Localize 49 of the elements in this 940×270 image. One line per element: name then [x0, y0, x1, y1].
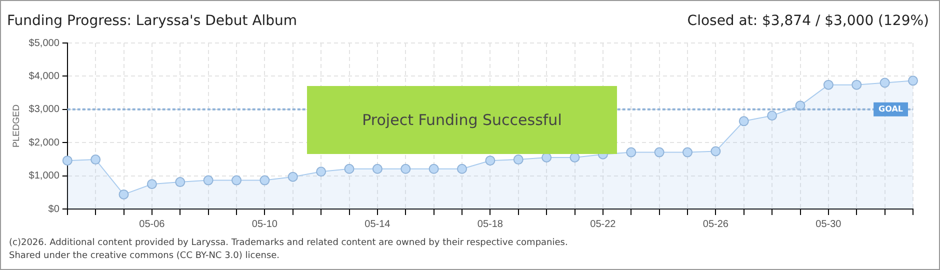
y-tick-label: $0 [48, 204, 60, 215]
x-tick-label: 05-30 [816, 218, 842, 230]
point [626, 147, 636, 158]
chart-subtitle: Closed at: $3,874 / $3,000 (129%) [687, 13, 929, 29]
text: Shared under the creative commons (CC BY-NC 3.0) license. [9, 250, 281, 263]
point [146, 179, 157, 190]
chart-title: Funding Progress: Laryssa's Debut Album [7, 13, 298, 29]
point [767, 110, 778, 121]
point [428, 164, 439, 174]
y-tick-label: $1,000 [28, 170, 60, 182]
point [795, 100, 806, 111]
point [682, 147, 693, 158]
y-tick-label: $4,000 [28, 70, 60, 82]
point [260, 175, 270, 186]
point [880, 78, 890, 88]
point [372, 164, 382, 174]
point [62, 156, 72, 166]
point [344, 164, 354, 174]
point [232, 175, 242, 186]
point [485, 156, 496, 166]
x-tick-label: 05-26 [702, 218, 729, 230]
point [852, 80, 862, 90]
point [908, 76, 918, 86]
y-axis-title: PLEDGED [10, 104, 21, 148]
point [203, 175, 214, 186]
y-tick-label: $2,000 [28, 137, 60, 148]
point [90, 154, 101, 165]
banner: Project Funding Successful [306, 86, 618, 154]
point [710, 146, 721, 156]
point [175, 177, 186, 188]
point [457, 164, 468, 174]
point [316, 166, 326, 177]
point [654, 147, 664, 158]
ref-line-label: GOAL [878, 104, 904, 114]
x-tick-label: 05-22 [590, 218, 616, 230]
x-tick-label: 05-14 [364, 218, 391, 230]
point [288, 172, 298, 182]
point [738, 116, 749, 126]
x-tick-label: 05-06 [139, 218, 166, 230]
point [513, 154, 524, 165]
y-tick-label: $3,000 [28, 104, 60, 116]
x-tick-label: 05-10 [252, 218, 278, 230]
point [823, 80, 834, 90]
point [400, 164, 411, 174]
point [118, 189, 129, 200]
y-tick-label: $5,000 [28, 38, 60, 49]
text: (c)2026. Additional content provided by Laryssa. Trademarks and related content are owned by their respective companies. [9, 237, 568, 250]
x-tick-label: 05-18 [477, 218, 504, 230]
annotation: Project Funding Successful [362, 111, 562, 130]
